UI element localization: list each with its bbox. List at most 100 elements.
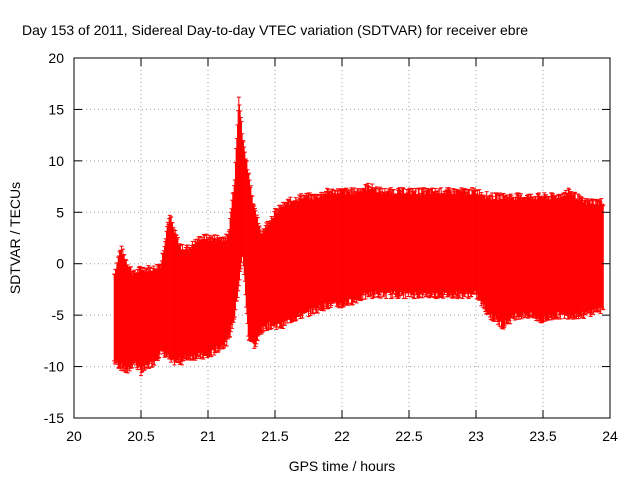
error-bar	[579, 196, 584, 316]
error-bar	[477, 189, 482, 301]
chart-title: Day 153 of 2011, Sidereal Day-to-day VTE…	[22, 22, 528, 38]
error-bar	[351, 191, 356, 303]
x-tick-label: 22.5	[395, 428, 422, 444]
error-bar	[293, 200, 298, 322]
x-tick-label: 23	[468, 428, 484, 444]
error-bar	[568, 191, 573, 319]
y-tick-label: 5	[56, 204, 64, 220]
error-bar	[253, 210, 258, 348]
error-bar	[525, 195, 530, 318]
error-bar	[257, 225, 262, 335]
error-bar	[279, 204, 284, 328]
error-bar	[125, 264, 130, 374]
error-bar	[450, 193, 455, 299]
error-bar	[288, 196, 293, 324]
error-bar	[157, 265, 162, 358]
x-tick-label: 20.5	[127, 428, 154, 444]
y-tick-label: -15	[44, 410, 64, 426]
error-bar	[566, 187, 571, 320]
error-bar	[391, 188, 396, 294]
error-bar	[239, 121, 244, 263]
error-bar	[572, 192, 577, 317]
error-bar	[121, 254, 126, 369]
error-bar	[173, 230, 178, 362]
y-tick-label: 20	[48, 50, 64, 66]
error-bar	[553, 195, 558, 320]
error-bar	[598, 201, 603, 314]
x-tick-label: 21	[200, 428, 216, 444]
error-bar	[433, 187, 438, 298]
error-bar	[139, 267, 143, 377]
error-bar	[366, 185, 371, 298]
y-axis: -15 -10 -5 0 5 10 15 20	[44, 50, 610, 426]
error-bar	[447, 187, 452, 297]
y-tick-label: -5	[52, 307, 65, 323]
error-bar	[179, 249, 184, 366]
error-bar	[600, 204, 605, 310]
error-bar	[419, 188, 424, 295]
y-tick-label: 0	[56, 256, 64, 272]
error-bar	[237, 104, 242, 281]
error-bars	[112, 96, 606, 377]
error-bar	[462, 188, 467, 298]
error-bar	[372, 188, 377, 298]
error-bar	[205, 238, 210, 359]
error-bar	[254, 214, 259, 341]
error-bar	[238, 116, 243, 270]
x-tick-label: 23.5	[529, 428, 556, 444]
x-axis-label: GPS time / hours	[289, 458, 396, 474]
x-axis: 20 20.5 21 21.5 22 22.5 23 23.5 24	[66, 58, 618, 444]
y-axis-label: SDTVAR / TECUs	[7, 182, 23, 294]
error-bar	[238, 110, 243, 272]
error-bar	[370, 183, 375, 300]
error-bar	[360, 188, 365, 301]
error-bar	[400, 187, 405, 295]
y-tick-label: 15	[48, 101, 64, 117]
error-bar	[298, 195, 303, 320]
error-bar	[274, 209, 279, 330]
error-bar	[421, 187, 426, 296]
error-bar	[180, 244, 185, 361]
error-bar	[246, 172, 251, 341]
error-bar	[152, 268, 157, 366]
error-bar	[169, 216, 174, 363]
error-bar	[172, 232, 177, 366]
error-bar	[466, 189, 471, 300]
y-tick-label: 10	[48, 153, 64, 169]
error-bar	[256, 223, 261, 337]
error-bar	[175, 236, 180, 361]
error-bar	[286, 198, 291, 319]
error-bar	[212, 237, 217, 356]
error-bar	[536, 194, 541, 322]
error-bar	[261, 228, 266, 332]
x-tick-label: 22	[334, 428, 350, 444]
error-bar	[479, 192, 484, 307]
error-bar	[269, 216, 274, 330]
error-bar	[501, 192, 506, 330]
error-bar	[363, 183, 368, 300]
y-tick-label: -10	[44, 359, 64, 375]
error-bar	[436, 193, 441, 298]
x-tick-label: 20	[66, 428, 82, 444]
error-bar	[601, 205, 606, 311]
error-bar	[549, 192, 554, 321]
error-bar	[252, 205, 257, 349]
x-tick-label: 21.5	[261, 428, 288, 444]
error-bar	[325, 188, 330, 310]
error-bar	[193, 239, 198, 361]
x-tick-label: 24	[602, 428, 618, 444]
error-bar	[471, 187, 476, 295]
error-bar	[485, 196, 490, 315]
error-bar	[502, 195, 507, 328]
error-bar	[321, 192, 326, 312]
error-bar	[259, 233, 264, 335]
error-bar	[224, 233, 229, 340]
error-bar	[255, 216, 260, 342]
error-bar	[236, 96, 241, 287]
error-bar	[543, 194, 548, 322]
error-bar	[222, 236, 227, 348]
error-bar	[409, 189, 414, 298]
error-bar	[208, 236, 213, 356]
error-bar	[497, 195, 502, 327]
